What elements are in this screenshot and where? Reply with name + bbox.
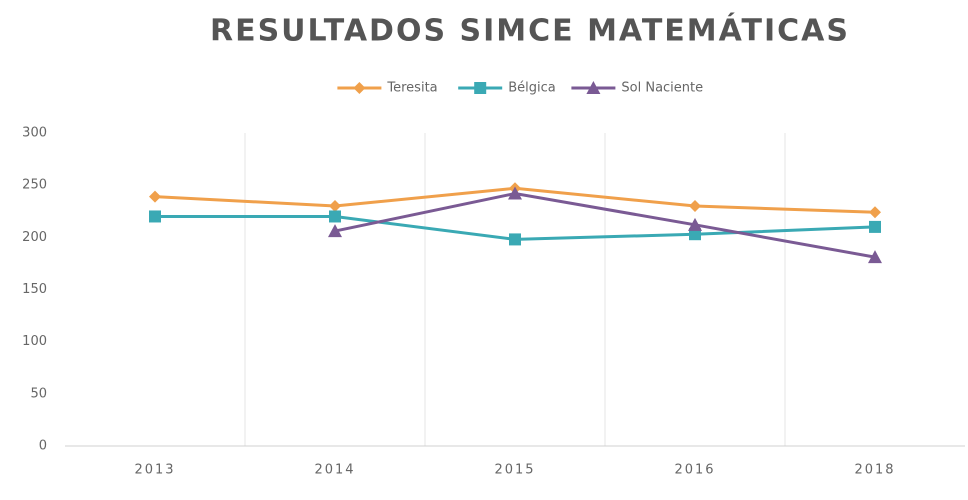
y-tick-label: 300 [22,126,47,141]
y-tick-label: 200 [22,230,47,245]
data-point [328,224,342,238]
y-tick-label: 50 [30,386,47,401]
legend-label: Bélgica [508,81,556,96]
data-point [509,233,521,246]
data-point [869,220,881,233]
data-point [329,200,341,213]
legend-marker [586,81,601,94]
y-tick-label: 150 [22,282,47,297]
legend-marker [353,82,366,94]
chart-title: RESULTADOS SIMCE MATEMÁTICAS [210,13,850,49]
data-point [329,210,341,223]
x-tick-label: 2014 [314,463,355,478]
legend-marker [474,82,487,94]
data-point [508,186,522,200]
data-point [868,250,882,264]
x-tick-label: 2018 [854,463,895,478]
y-tick-label: 0 [39,439,47,454]
data-point [869,206,881,219]
y-tick-label: 100 [22,334,47,349]
data-point [689,200,701,213]
series-line [334,191,876,259]
x-tick-label: 2016 [674,463,715,478]
legend-label: Teresita [386,81,437,96]
data-point [688,217,702,231]
data-point [149,210,161,223]
x-tick-label: 2015 [494,463,535,478]
data-point [689,228,701,241]
legend-label: Sol Naciente [621,81,703,96]
data-point [149,190,161,203]
x-tick-label: 2013 [134,463,175,478]
y-tick-label: 250 [22,178,47,193]
